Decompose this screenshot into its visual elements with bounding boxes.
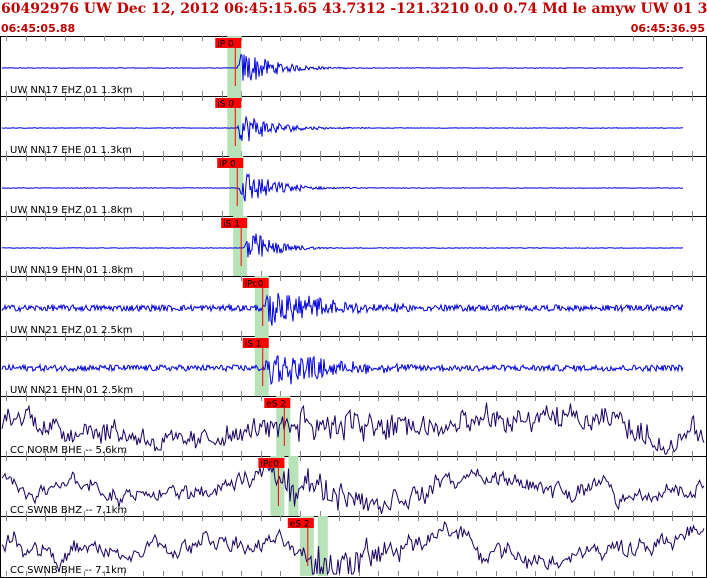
pick-window <box>229 156 244 216</box>
waveform <box>1 53 683 81</box>
pick-box <box>242 338 269 348</box>
trace-label: CC SWNB BHE -- 7.1km <box>10 565 127 576</box>
pick-box <box>258 458 285 468</box>
trace-label: CC NORM BHE -- 5.6km <box>10 445 127 456</box>
pick-window <box>227 96 242 156</box>
waveform <box>1 462 705 515</box>
start-time: 06:45:05.88 <box>1 22 76 35</box>
trace-label: UW NN21 EHZ 01 2.5km <box>10 325 132 336</box>
pick-box <box>221 218 248 228</box>
pick-box <box>217 158 244 168</box>
pick-window <box>317 516 328 576</box>
trace-label: UW NN21 EHN 01 2.5km <box>10 385 133 396</box>
event-title: 60492976 UW Dec 12, 2012 06:45:15.65 43.… <box>1 1 707 17</box>
pick-window <box>233 216 248 276</box>
waveform <box>1 233 684 258</box>
trace-label: UW NN19 EHN 01 1.8km <box>10 265 133 276</box>
pick-label: iS 1 <box>245 340 262 350</box>
pick-window <box>299 516 314 576</box>
waveform <box>1 292 684 326</box>
pick-window <box>254 276 269 336</box>
pick-box <box>242 278 269 288</box>
waveform <box>1 402 705 455</box>
pick-box <box>215 98 242 108</box>
pick-box <box>215 38 242 48</box>
pick-label: iPc0 <box>245 280 264 290</box>
pick-window <box>254 336 269 396</box>
end-time: 06:45:36.95 <box>630 22 705 35</box>
waveform <box>1 355 684 386</box>
trace-label: UW NN19 EHZ 01 1.8km <box>10 205 132 216</box>
picks: iP 0 iS 0 iP 0 iS 1 iPc0 iS 1 eS 2 iPc0 eS 2 <box>215 38 314 566</box>
trace-label: CC SWNB BHZ -- 7.1km <box>10 505 127 516</box>
trace-labels: UW NN17 EHZ 01 1.3km UW NN17 EHE 01 1.3km… <box>10 85 133 576</box>
trace-label: UW NN17 EHZ 01 1.3km <box>10 85 132 96</box>
pick-label: iP 0 <box>219 160 236 170</box>
traces <box>1 53 705 576</box>
waveform <box>1 172 684 202</box>
pick-box <box>287 518 314 528</box>
seismogram-plot[interactable]: iP 0 iS 0 iP 0 iS 1 iPc0 iS 1 eS 2 iPc0 eS 2 UW … <box>0 36 707 578</box>
pick-window <box>227 36 242 96</box>
pick-label: iS 1 <box>223 220 240 230</box>
trace-label: UW NN17 EHE 01 1.3km <box>10 145 132 156</box>
pick-label: eS 2 <box>266 400 286 410</box>
pick-label: iPc0 <box>260 460 279 470</box>
waveform <box>1 520 705 576</box>
pick-label: iP 0 <box>217 40 234 50</box>
waveform <box>1 116 684 142</box>
pick-label: eS 2 <box>290 520 310 530</box>
pick-box <box>264 398 291 408</box>
pick-label: iS 0 <box>217 100 234 110</box>
header: 60492976 UW Dec 12, 2012 06:45:15.65 43.… <box>0 0 707 36</box>
